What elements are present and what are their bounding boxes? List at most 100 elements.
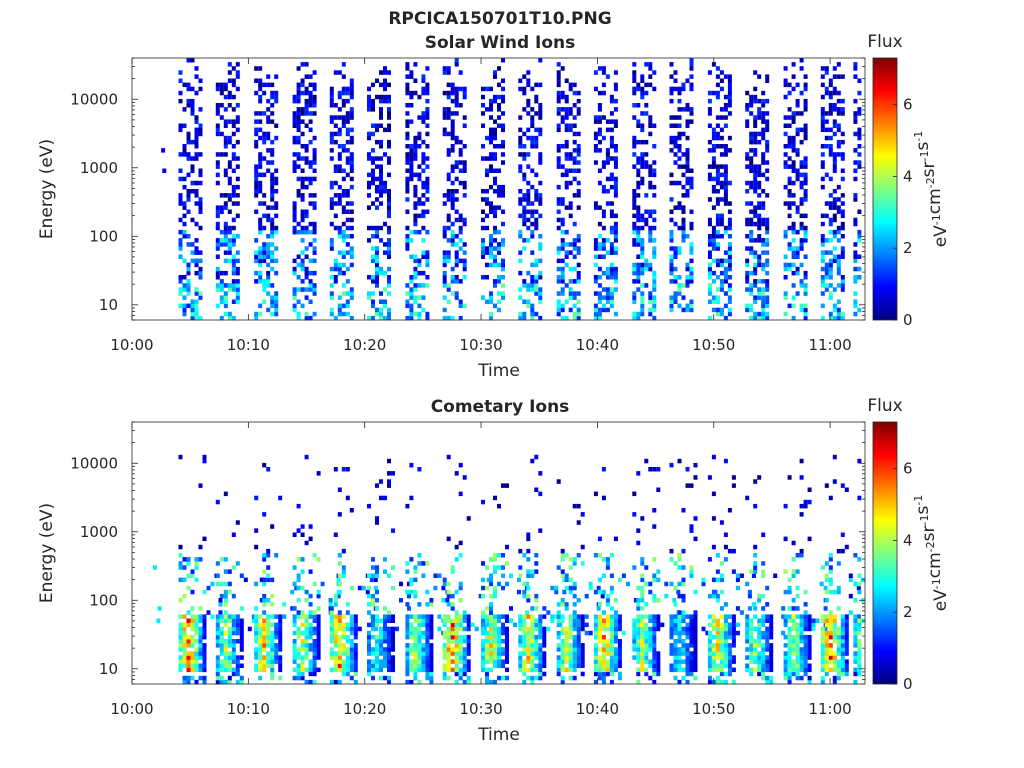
heatmap-cell	[235, 614, 240, 619]
heatmap-cell	[517, 577, 521, 583]
heatmap-cell	[803, 160, 808, 165]
heatmap-cell	[409, 74, 414, 79]
heatmap-cell	[564, 144, 569, 149]
heatmap-cell	[292, 225, 297, 231]
heatmap-cell	[458, 168, 463, 173]
heatmap-cell	[337, 131, 342, 137]
heatmap-cell	[258, 160, 263, 165]
heatmap-cell	[636, 275, 641, 280]
heatmap-cell	[493, 679, 497, 685]
heatmap-cell	[493, 180, 497, 186]
heatmap-cell	[765, 160, 770, 165]
heatmap-cell	[832, 74, 837, 79]
heatmap-cell	[753, 135, 758, 141]
heatmap-cell	[522, 651, 527, 656]
heatmap-cell	[446, 176, 451, 182]
heatmap-cell	[462, 266, 467, 272]
heatmap-cell	[409, 614, 414, 619]
heatmap-cell	[820, 119, 825, 124]
heatmap-cell	[556, 275, 561, 280]
heatmap-cell	[379, 193, 383, 198]
heatmap-cell	[609, 585, 614, 591]
heatmap-cell	[254, 495, 259, 501]
heatmap-cell	[711, 246, 716, 251]
heatmap-cell	[454, 62, 459, 67]
heatmap-cell	[745, 275, 750, 280]
heatmap-cell	[605, 593, 610, 599]
heatmap-cell	[715, 201, 720, 206]
heatmap-cell	[783, 164, 788, 169]
heatmap-cell	[560, 107, 565, 112]
heatmap-cell	[308, 647, 313, 652]
heatmap-cell	[231, 532, 236, 537]
heatmap-cell	[190, 315, 195, 321]
heatmap-cell	[235, 520, 240, 525]
heatmap-cell	[341, 229, 346, 235]
heatmap-cell	[446, 94, 451, 100]
heatmap-cell	[371, 131, 375, 137]
heatmap-cell	[489, 610, 493, 615]
heatmap-cell	[387, 139, 391, 145]
heatmap-cell	[715, 553, 720, 558]
heatmap-cell	[652, 275, 657, 280]
heatmap-cell	[689, 565, 694, 570]
heatmap-cells	[152, 454, 865, 685]
heatmap-cell	[466, 622, 471, 628]
heatmap-cell	[677, 291, 682, 296]
heatmap-cell	[446, 152, 451, 157]
heatmap-cell	[446, 675, 451, 681]
heatmap-cell	[497, 581, 501, 587]
heatmap-cell	[375, 258, 379, 264]
heatmap-cell	[685, 119, 690, 124]
heatmap-cell	[576, 663, 581, 668]
heatmap-cell	[640, 516, 645, 521]
heatmap-cell	[648, 213, 653, 219]
heatmap-cell	[485, 659, 489, 664]
heatmap-cell	[182, 148, 187, 153]
heatmap-cell	[405, 103, 410, 108]
heatmap-cell	[783, 234, 788, 239]
heatmap-cell	[458, 585, 463, 591]
heatmap-cell	[387, 471, 391, 476]
heatmap-cell	[333, 622, 338, 628]
heatmap-cell	[442, 675, 447, 681]
heatmap-cell	[296, 86, 301, 92]
heatmap-cell	[701, 577, 706, 583]
heatmap-cell	[182, 234, 187, 239]
heatmap-cell	[450, 651, 455, 656]
heatmap-cell	[613, 164, 618, 169]
heatmap-cell	[853, 98, 858, 104]
heatmap-cell	[745, 119, 750, 124]
heatmap-cell	[828, 127, 833, 133]
heatmap-cell	[274, 90, 279, 96]
heatmap-cell	[485, 107, 489, 112]
heatmap-cell	[564, 229, 569, 235]
heatmap-cell	[761, 287, 766, 292]
heatmap-cell	[235, 201, 240, 206]
heatmap-cell	[707, 262, 712, 268]
heatmap-cell	[677, 618, 682, 623]
heatmap-cell	[652, 667, 657, 673]
heatmap-cell	[689, 250, 694, 255]
heatmap-cell	[828, 266, 833, 272]
heatmap-cell	[723, 144, 728, 149]
heatmap-cell	[371, 573, 375, 578]
heatmap-cell	[262, 512, 267, 517]
heatmap-cell	[530, 168, 535, 173]
heatmap-cell	[597, 647, 602, 652]
heatmap-cell	[421, 152, 426, 157]
heatmap-cell	[413, 62, 418, 67]
heatmap-cell	[711, 225, 716, 231]
heatmap-cell	[329, 135, 334, 141]
heatmap-cell	[308, 193, 313, 198]
heatmap-cell	[715, 135, 720, 141]
heatmap-cell	[198, 168, 203, 173]
heatmap-cell	[840, 283, 845, 288]
heatmap-cell	[413, 667, 418, 673]
heatmap-cell	[689, 303, 694, 309]
heatmap-cell	[312, 647, 317, 652]
heatmap-cell	[673, 561, 678, 566]
heatmap-cell	[727, 287, 732, 292]
heatmap-cell	[218, 610, 223, 615]
heatmap-cell	[485, 189, 489, 194]
